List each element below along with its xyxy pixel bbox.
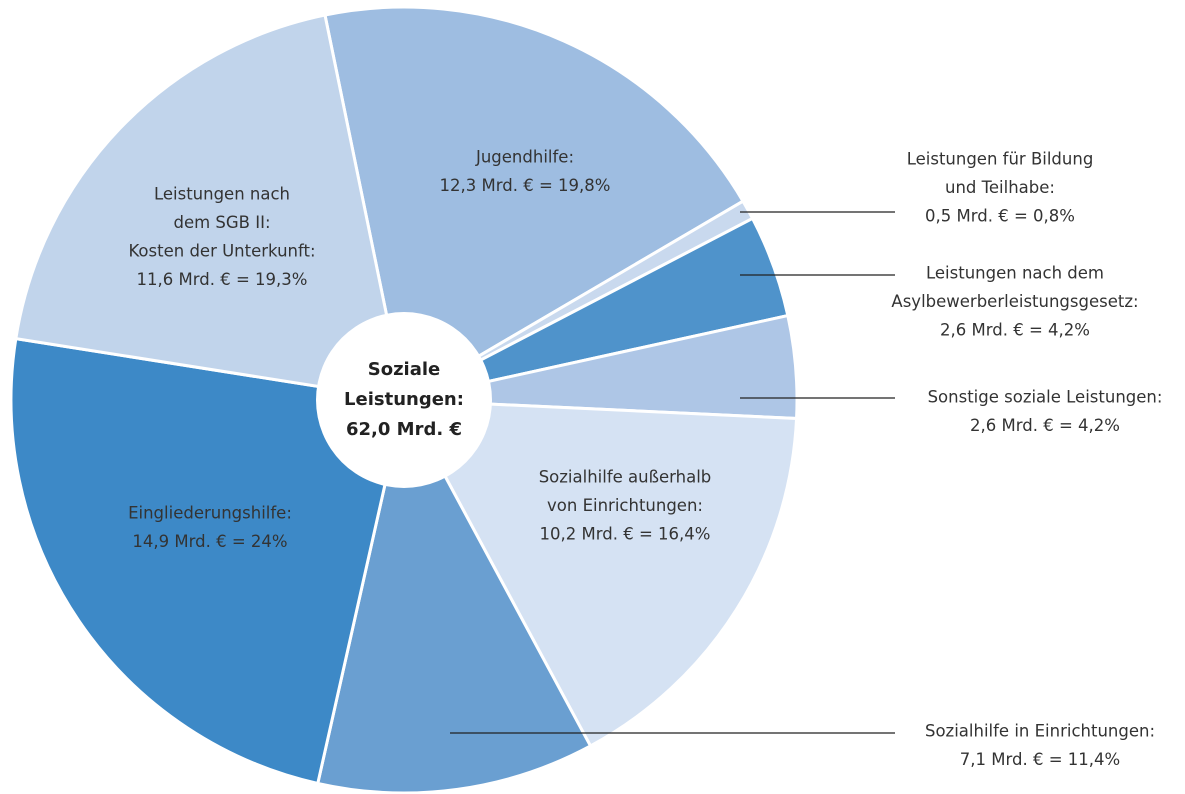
slice-label: Sonstige soziale Leistungen: [928,388,1163,407]
center-label: Soziale [368,359,441,380]
slice-label: Sozialhilfe außerhalb [539,468,712,487]
value-label: 2,6 Mrd. € = 4,2% [970,416,1120,435]
slice-label: Asylbewerberleistungsgesetz: [891,292,1138,311]
pie-slice [401,398,799,748]
value-label: 12,3 Mrd. € = 19,8% [440,176,611,195]
slice-label: Kosten der Unterkunft: [128,242,315,261]
slice-label: von Einrichtungen: [547,496,703,515]
pie-slice [315,395,593,794]
pie-slice [9,336,406,786]
slice-label: Jugendhilfe: [475,148,574,167]
center-hole [316,312,492,488]
slice-label: Leistungen nach dem [926,264,1104,283]
center-label: 62,0 Mrd. € [346,419,462,440]
slice-label: Eingliederungshilfe: [128,504,292,523]
value-label: 11,6 Mrd. € = 19,3% [137,270,308,289]
center-label: Leistungen: [344,389,464,410]
pie-slice [323,5,746,403]
value-label: 10,2 Mrd. € = 16,4% [540,525,711,544]
slice-label: Leistungen für Bildung [907,150,1094,169]
value-label: 7,1 Mrd. € = 11,4% [960,750,1120,769]
slice-label: Sozialhilfe in Einrichtungen: [925,722,1155,741]
value-label: 0,5 Mrd. € = 0,8% [925,207,1075,226]
slice-label: dem SGB II: [173,213,270,232]
slice-label: und Teilhabe: [945,178,1055,197]
pie-slice [14,13,406,402]
slice-label: Leistungen nach [154,185,290,204]
value-label: 14,9 Mrd. € = 24% [132,532,287,551]
value-label: 2,6 Mrd. € = 4,2% [940,321,1090,340]
